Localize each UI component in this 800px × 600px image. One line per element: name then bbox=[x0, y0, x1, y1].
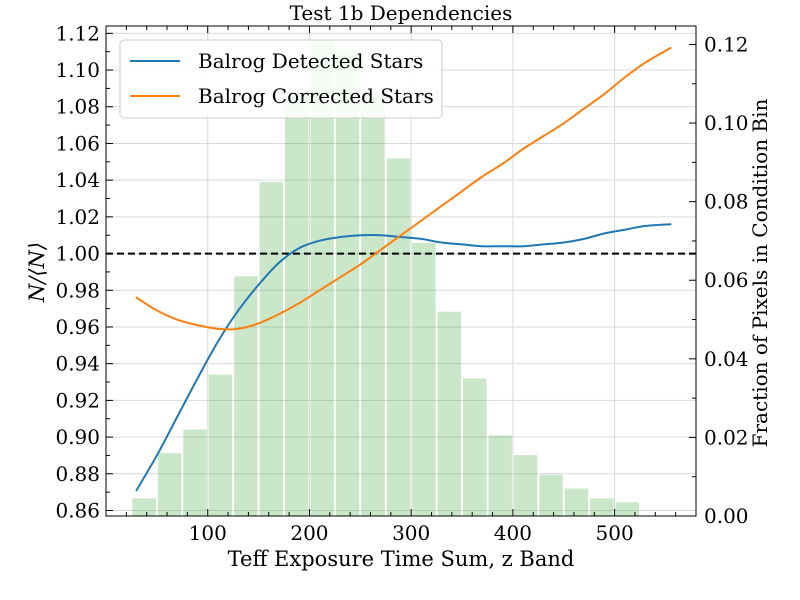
x-tick-label: 300 bbox=[392, 521, 430, 545]
y-tick-label-left: 0.90 bbox=[55, 425, 100, 449]
series-line-detected bbox=[135, 223, 672, 492]
series-line-corrected bbox=[135, 47, 672, 331]
x-axis-label: Teff Exposure Time Sum, z Band bbox=[228, 547, 575, 571]
histogram-bar bbox=[183, 429, 207, 516]
legend: Balrog Detected Stars Balrog Corrected S… bbox=[119, 39, 443, 119]
histogram-bar bbox=[539, 474, 563, 516]
histogram-bar bbox=[513, 455, 538, 516]
y-tick-label-left: 0.92 bbox=[55, 388, 100, 412]
y-tick-label-left: 0.94 bbox=[55, 352, 100, 376]
y-tick-label-left: 0.86 bbox=[55, 498, 100, 522]
legend-box bbox=[119, 39, 443, 119]
x-tick-label: 100 bbox=[189, 521, 227, 545]
histogram-bar bbox=[208, 374, 233, 516]
y-tick-label-right: 0.04 bbox=[704, 347, 749, 371]
y-tick-label-left: 0.96 bbox=[55, 315, 100, 339]
histogram-bar bbox=[463, 378, 487, 516]
y-tick-label-right: 0.06 bbox=[704, 268, 749, 292]
x-tick-label: 500 bbox=[596, 521, 634, 545]
y-tick-label-right: 0.00 bbox=[704, 504, 749, 528]
histogram-bar bbox=[564, 488, 589, 516]
y-axis-label-left: N/⟨N⟩ bbox=[25, 242, 49, 303]
y-tick-label-left: 1.00 bbox=[55, 242, 100, 266]
histogram-bar bbox=[259, 181, 284, 516]
y-tick-label-left: 0.88 bbox=[55, 462, 100, 486]
y-tick-label-right: 0.02 bbox=[704, 425, 749, 449]
y-tick-label-left: 1.10 bbox=[55, 58, 100, 82]
series-lines bbox=[135, 47, 672, 492]
plot-border bbox=[105, 25, 697, 517]
histogram-bar bbox=[234, 276, 258, 516]
y-tick-label-left: 1.06 bbox=[55, 131, 100, 155]
y-tick-label-left: 1.02 bbox=[55, 205, 100, 229]
histogram-bar bbox=[335, 50, 360, 517]
plot-frame bbox=[105, 25, 697, 517]
histogram-bar bbox=[615, 502, 640, 516]
y-axis-label-right: Fraction of Pixels in Condition Bin bbox=[748, 98, 772, 447]
x-tick-label: 200 bbox=[290, 521, 328, 545]
histogram-bar bbox=[386, 158, 411, 516]
histogram-bar bbox=[310, 40, 334, 517]
histogram-bar bbox=[488, 435, 512, 516]
chart-title: Test 1b Dependencies bbox=[290, 1, 513, 25]
y-tick-label-left: 1.08 bbox=[55, 95, 100, 119]
y-tick-label-right: 0.08 bbox=[704, 190, 749, 214]
histogram-bar bbox=[437, 311, 462, 516]
histogram-bar bbox=[361, 91, 385, 516]
y-tick-label-left: 1.04 bbox=[55, 168, 100, 192]
x-tick-label: 400 bbox=[494, 521, 532, 545]
y-tick-label-left: 1.12 bbox=[55, 21, 100, 45]
axis-ticks: 100 200 300 400 500 0.86 0.88 0.90 0.92 0.94 0.96 0… bbox=[55, 21, 748, 545]
legend-label-detected: Balrog Detected Stars bbox=[198, 49, 423, 73]
y-tick-label-right: 0.12 bbox=[704, 32, 749, 56]
histogram-bar bbox=[285, 95, 309, 517]
histogram-bar bbox=[412, 242, 436, 516]
legend-label-corrected: Balrog Corrected Stars bbox=[198, 84, 434, 108]
histogram-bar bbox=[590, 498, 614, 516]
histogram-bar bbox=[157, 453, 182, 516]
y-tick-label-left: 0.98 bbox=[55, 278, 100, 302]
y-tick-label-right: 0.10 bbox=[704, 111, 749, 135]
histogram-bar bbox=[132, 498, 156, 516]
histogram-bars bbox=[132, 40, 640, 517]
